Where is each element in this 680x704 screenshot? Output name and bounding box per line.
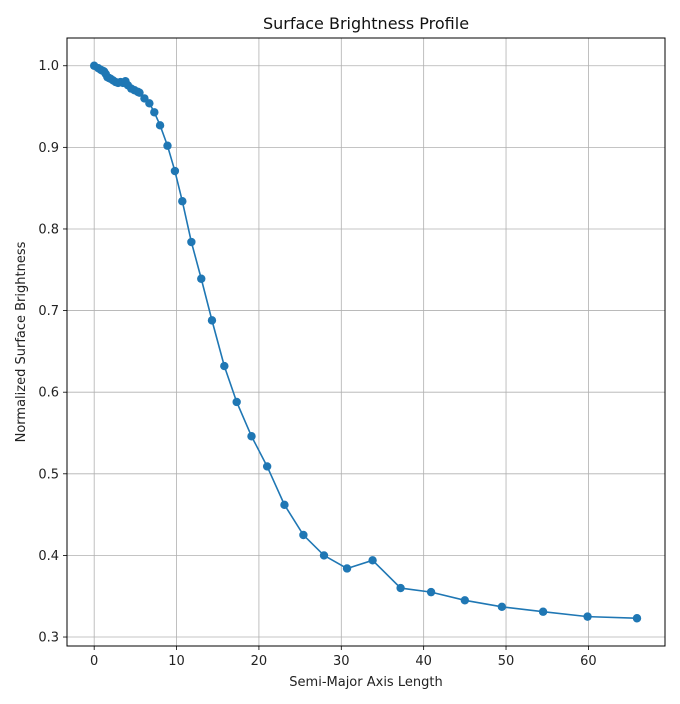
x-axis-label: Semi-Major Axis Length — [289, 675, 442, 690]
data-point — [396, 583, 405, 593]
y-tick-label: 0.5 — [38, 467, 59, 482]
data-point — [319, 551, 329, 560]
x-tick-label: 60 — [580, 654, 597, 669]
x-tick-label: 50 — [498, 654, 515, 669]
data-point — [163, 141, 172, 150]
data-point — [155, 121, 165, 130]
data-point — [150, 108, 159, 117]
grid — [67, 38, 665, 646]
data-point — [187, 237, 196, 247]
data-point — [232, 397, 241, 407]
y-tick-label: 0.6 — [38, 386, 59, 401]
data-point — [426, 587, 436, 597]
data-point — [145, 99, 154, 108]
plot-frame — [66, 37, 666, 647]
data-point — [262, 462, 272, 471]
y-tick-label: 0.3 — [38, 631, 59, 646]
data-point — [247, 432, 256, 441]
data-point — [197, 274, 206, 283]
data-point — [538, 607, 548, 616]
ticks: 0 10 20 30 40 50 60 0.3 0.4 0.5 0.6 0.7 0.8 0.9 1.0 — [38, 59, 596, 669]
x-tick-label: 20 — [251, 654, 268, 669]
series-layer — [89, 61, 642, 623]
y-tick-label: 0.4 — [38, 549, 59, 564]
y-tick-label: 0.9 — [38, 141, 59, 156]
data-point — [583, 612, 592, 621]
data-point — [280, 500, 289, 510]
data-point — [207, 316, 217, 325]
data-point — [497, 602, 507, 612]
x-tick-label: 40 — [415, 654, 432, 669]
y-tick-label: 0.7 — [38, 304, 59, 319]
data-point — [220, 361, 229, 371]
data-point — [632, 614, 642, 623]
y-tick-label: 0.8 — [38, 222, 59, 237]
chart-title: Surface Brightness Profile — [263, 14, 469, 33]
data-point — [135, 88, 144, 97]
data-point — [178, 197, 187, 206]
x-tick-label: 10 — [168, 654, 185, 669]
y-axis-label: Normalized Surface Brightness — [14, 241, 29, 442]
data-point — [299, 530, 308, 540]
data-point — [460, 596, 470, 605]
y-tick-label: 1.0 — [38, 59, 59, 74]
data-point — [368, 556, 377, 565]
data-point — [342, 564, 352, 573]
x-tick-label: 0 — [90, 654, 98, 669]
data-point — [170, 166, 180, 176]
x-tick-label: 30 — [333, 654, 350, 669]
